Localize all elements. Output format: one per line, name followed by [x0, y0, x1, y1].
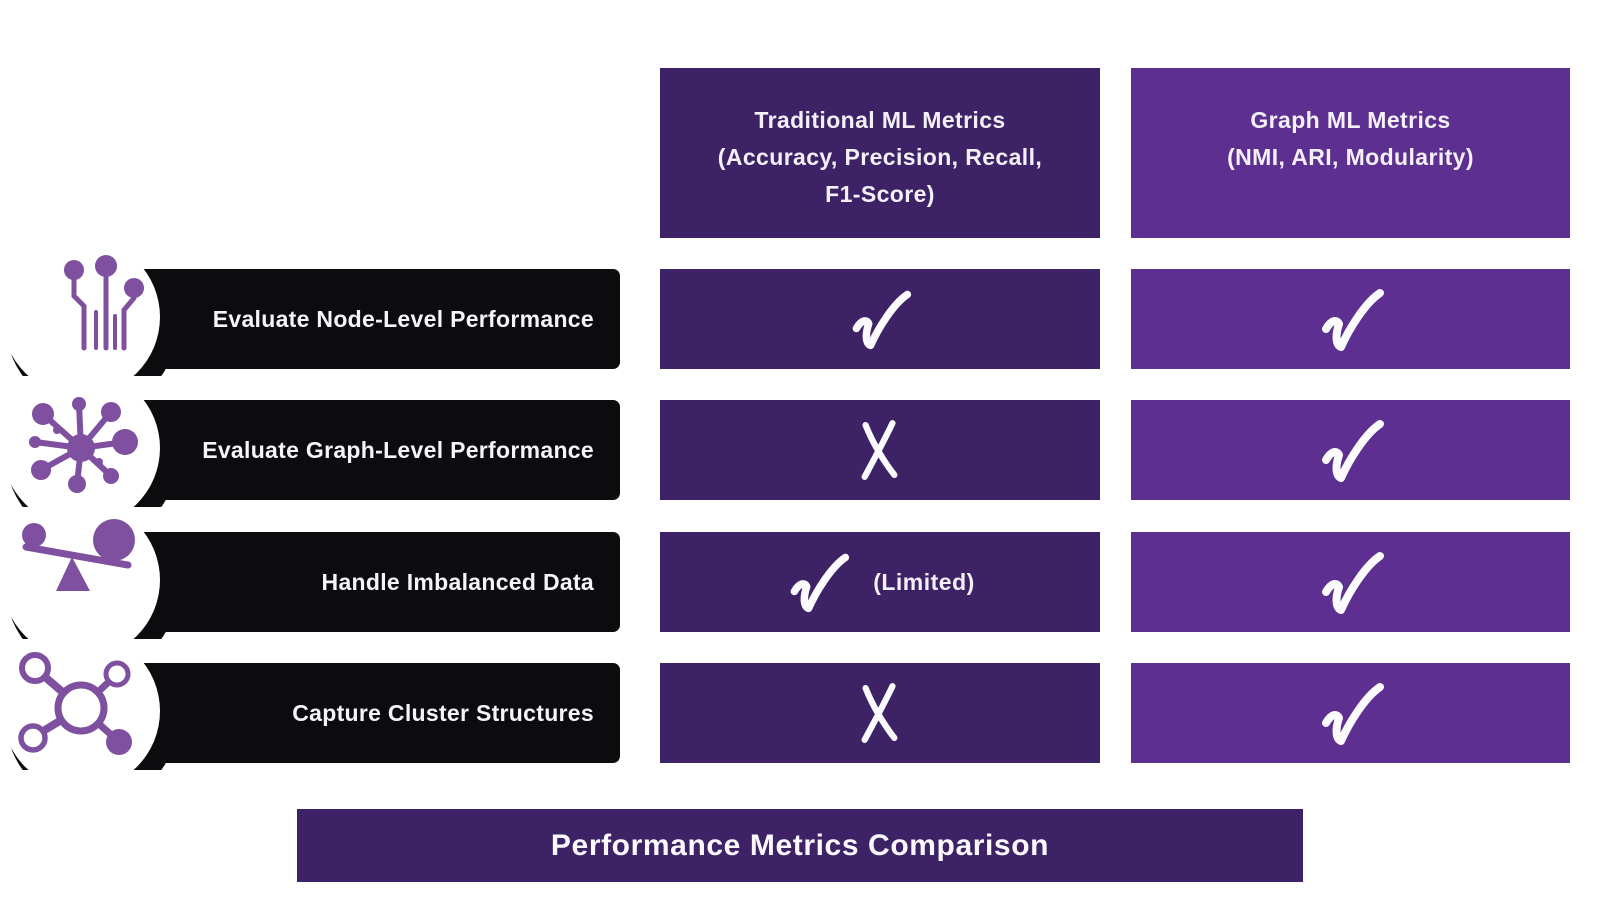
cell-imbalanced-traditional: (Limited)	[660, 532, 1100, 632]
row-label-node-level: Evaluate Node-Level Performance	[0, 254, 620, 384]
mark	[1316, 286, 1386, 352]
header-traditional-ml-metrics: Traditional ML Metrics (Accuracy, Precis…	[660, 68, 1100, 238]
footer-title: Performance Metrics Comparison	[550, 828, 1050, 862]
row-label-imbalanced-data: Handle Imbalanced Data	[0, 517, 620, 647]
check-icon	[790, 553, 850, 613]
balance-scale-icon	[22, 519, 135, 591]
cell-imbalanced-graph	[1131, 532, 1570, 632]
check-icon	[852, 290, 912, 350]
row-bar-shape	[2, 385, 620, 515]
check-icon	[1321, 552, 1384, 614]
cell-node-level-graph	[1131, 269, 1570, 369]
mark	[1316, 417, 1386, 483]
cell-cluster-graph	[1131, 663, 1570, 763]
mark	[847, 288, 913, 350]
row-bar-shape	[2, 648, 620, 778]
cell-graph-level-graph	[1131, 400, 1570, 500]
row-label-cluster-structures: Capture Cluster Structures	[0, 648, 620, 778]
row-label-text: Evaluate Graph-Level Performance	[202, 436, 594, 463]
row-label-graph-level: Evaluate Graph-Level Performance	[0, 385, 620, 515]
mark	[785, 551, 851, 613]
check-icon	[1321, 420, 1384, 482]
footer-title-bar: Performance Metrics Comparison	[297, 809, 1303, 882]
header-line: Graph ML Metrics	[1250, 107, 1451, 133]
cell-graph-level-traditional	[660, 400, 1100, 500]
x-icon	[861, 420, 898, 480]
header-line: (NMI, ARI, Modularity)	[1227, 144, 1474, 170]
row-label-text: Evaluate Node-Level Performance	[212, 305, 594, 332]
header-line: Traditional ML Metrics	[754, 107, 1006, 133]
row-bar-shape	[2, 254, 620, 384]
mark	[1316, 549, 1386, 615]
network-hub-icon	[29, 397, 138, 493]
header-graph-ml-metrics: Graph ML Metrics (NMI, ARI, Modularity)	[1131, 68, 1570, 238]
header-line: F1-Score)	[825, 181, 935, 207]
cell-node-level-traditional	[660, 269, 1100, 369]
mark	[1316, 680, 1386, 746]
cell-cluster-traditional	[660, 663, 1100, 763]
header-line: (Accuracy, Precision, Recall,	[717, 144, 1043, 170]
row-label-text: Handle Imbalanced Data	[321, 568, 594, 595]
row-bar-shape	[2, 517, 620, 647]
mark	[857, 683, 903, 743]
check-icon	[1321, 683, 1384, 745]
cluster-icon	[18, 652, 132, 755]
row-label-text: Capture Cluster Structures	[292, 699, 594, 726]
x-icon	[861, 683, 898, 743]
cell-note: (Limited)	[873, 568, 975, 595]
node-pins-icon	[64, 255, 144, 351]
check-icon	[1321, 289, 1384, 351]
mark	[857, 420, 903, 480]
